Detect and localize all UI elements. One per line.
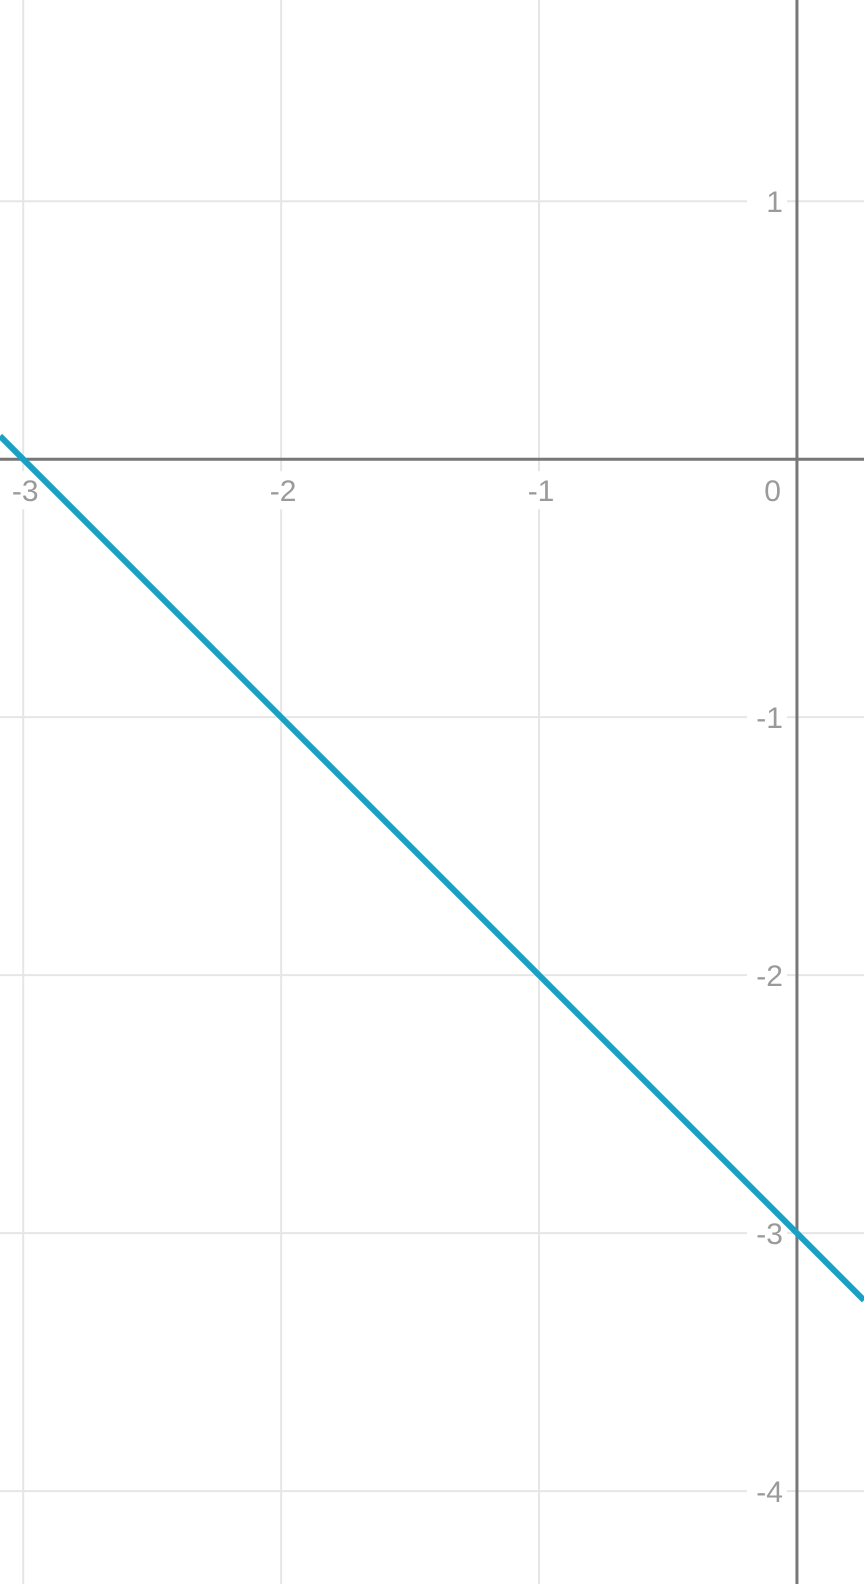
y-tick-label: -1 bbox=[756, 702, 783, 735]
x-tick-label: -2 bbox=[270, 475, 297, 508]
y-tick-label: -4 bbox=[756, 1476, 783, 1509]
series-line bbox=[0, 433, 864, 1303]
x-tick-label: -1 bbox=[528, 475, 555, 508]
y-tick-label: -3 bbox=[756, 1218, 783, 1251]
y-tick-label: -2 bbox=[756, 960, 783, 993]
x-tick-label: -3 bbox=[12, 475, 39, 508]
y-tick-label: 1 bbox=[766, 186, 783, 219]
series bbox=[0, 433, 864, 1303]
x-tick-label: 0 bbox=[764, 475, 781, 508]
tick-labels: -3 -2 -1 0 1 -1 -2 -3 -4 bbox=[0, 183, 787, 1510]
